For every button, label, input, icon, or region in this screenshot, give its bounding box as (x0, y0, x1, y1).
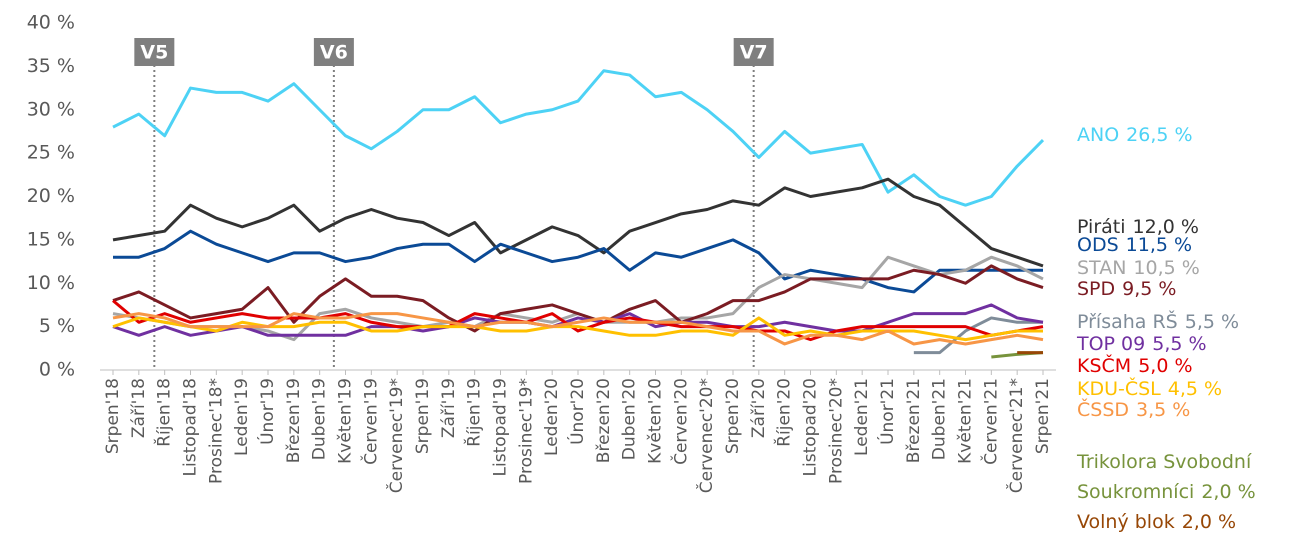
series-end-label: 4,5 % (1168, 378, 1222, 400)
series-label: Volný blok 2,0 % (1077, 511, 1236, 533)
series-end-label: 2,0 % (1182, 511, 1236, 533)
series-line (112, 177, 1044, 268)
series-line (112, 69, 1045, 207)
x-tick-label: Leden'21 (852, 378, 872, 456)
series-line (112, 312, 1044, 346)
series-line (112, 303, 1044, 337)
annotation-label: V7 (740, 42, 768, 64)
x-tick-label: Červen'21 (979, 378, 1001, 465)
x-tick-label: Září'20 (749, 378, 769, 438)
series-label: KDU-ČSL 4,5 % (1077, 376, 1222, 400)
x-tick-label: Červenec'21* (1005, 378, 1027, 493)
x-tick-label: Červen'20 (669, 378, 691, 465)
series-end-label: 11,5 % (1126, 234, 1192, 256)
x-tick-label: Únor'20 (566, 378, 588, 445)
series-end-label: 3,5 % (1136, 399, 1190, 421)
series-label: KSČM 5,0 % (1077, 353, 1193, 377)
series-name: KDU-ČSL (1077, 376, 1161, 400)
x-tick-label: Srpen'18 (103, 378, 123, 454)
x-tick-label: Leden'20 (542, 378, 562, 456)
series-line (112, 264, 1044, 333)
series-name: STAN (1077, 257, 1126, 279)
x-tick-label: Únor'21 (876, 378, 898, 445)
x-tick-label: Březen'20 (594, 378, 614, 463)
annotation-box (134, 38, 175, 66)
series-end-label: 26,5 % (1126, 124, 1192, 146)
x-tick-label: Leden'19 (232, 378, 252, 456)
series-line (913, 316, 1043, 355)
series-end-label: 5,5 % (1185, 311, 1239, 333)
x-tick-label: Květen'19 (336, 378, 356, 464)
annotation-label: V5 (140, 42, 168, 64)
series-label-line: Trikolora Svobodní (1076, 451, 1252, 473)
series-label: ANO 26,5 % (1077, 124, 1193, 146)
x-tick-label: Březen'19 (284, 378, 304, 463)
x-tick-label: Září'18 (129, 378, 149, 438)
series-label: ODS 11,5 % (1077, 234, 1192, 256)
series-name: Piráti (1077, 216, 1126, 238)
series-name: ČSSD (1077, 397, 1129, 421)
x-tick-label: Červenec'20* (695, 378, 717, 493)
series-name: Přísaha RŠ (1077, 309, 1178, 333)
series-name: TOP 09 (1076, 333, 1145, 355)
series-label: Přísaha RŠ 5,5 % (1077, 309, 1239, 333)
x-tick-label: Červenec'19* (385, 378, 407, 493)
annotation-box (733, 38, 774, 66)
y-tick-label: 10 % (27, 272, 75, 294)
series-name: ANO (1077, 124, 1119, 146)
x-tick-label: Květen'21 (956, 378, 976, 464)
y-tick-label: 25 % (27, 142, 75, 164)
series-name: Volný blok (1077, 511, 1175, 533)
x-tick-label: Prosinec'20* (826, 378, 846, 484)
x-tick-label: Listopad'19 (491, 378, 511, 476)
series-end-label: 5,0 % (1138, 355, 1192, 377)
x-tick-label: Listopad'20 (801, 378, 821, 476)
x-tick-label: Říjen'20 (773, 378, 795, 447)
y-tick-label: 5 % (39, 315, 75, 337)
series-line (113, 229, 1043, 294)
x-tick-label: Prosinec'19* (516, 378, 536, 484)
series-label: Trikolora Svobodní Soukromníci 2,0 % (1076, 451, 1256, 503)
series-label: TOP 09 5,5 % (1076, 333, 1207, 355)
x-tick-label: Listopad'18 (181, 378, 201, 476)
series-end-label: 12,0 % (1133, 216, 1199, 238)
x-tick-label: Září'19 (439, 378, 459, 438)
x-tick-label: Říjen'19 (463, 378, 485, 447)
series-label-line: Soukromníci (1077, 481, 1194, 503)
annotation-label: V6 (320, 42, 348, 64)
y-tick-label: 35 % (27, 55, 75, 77)
x-tick-label: Srpen'21 (1033, 378, 1053, 454)
series-name: KSČM (1077, 353, 1131, 377)
x-tick-label: Prosinec'18* (206, 378, 226, 484)
annotation-box (313, 38, 354, 66)
series-end-label: 2,0 % (1201, 481, 1255, 503)
y-tick-label: 20 % (27, 185, 75, 207)
series-end-label: 10,5 % (1133, 257, 1199, 279)
x-tick-label: Březen'21 (904, 378, 924, 463)
series-label: Piráti 12,0 % (1077, 216, 1199, 238)
series-end-label: 9,5 % (1122, 278, 1176, 300)
series-label: ČSSD 3,5 % (1077, 397, 1190, 421)
series-name: SPD (1077, 278, 1115, 300)
x-tick-label: Květen'20 (646, 378, 666, 464)
y-tick-label: 15 % (27, 228, 75, 250)
x-tick-label: Duben'19 (310, 378, 330, 460)
series-end-label: 5,5 % (1152, 333, 1206, 355)
series-label: STAN 10,5 % (1077, 257, 1200, 279)
x-tick-label: Srpen'19 (413, 378, 433, 454)
y-tick-label: 30 % (27, 98, 75, 120)
x-tick-label: Duben'21 (930, 378, 950, 460)
y-tick-label: 40 % (27, 12, 75, 34)
x-tick-label: Únor'19 (256, 378, 278, 445)
x-tick-label: Duben'20 (620, 378, 640, 460)
x-tick-label: Srpen'20 (723, 378, 743, 454)
series-name: ODS (1077, 234, 1119, 256)
series-line (112, 299, 1044, 342)
y-tick-label: 0 % (39, 359, 75, 381)
x-tick-label: Říjen'18 (153, 378, 175, 447)
x-tick-label: Červen'19 (359, 378, 381, 465)
series-label: SPD 9,5 % (1077, 278, 1176, 300)
